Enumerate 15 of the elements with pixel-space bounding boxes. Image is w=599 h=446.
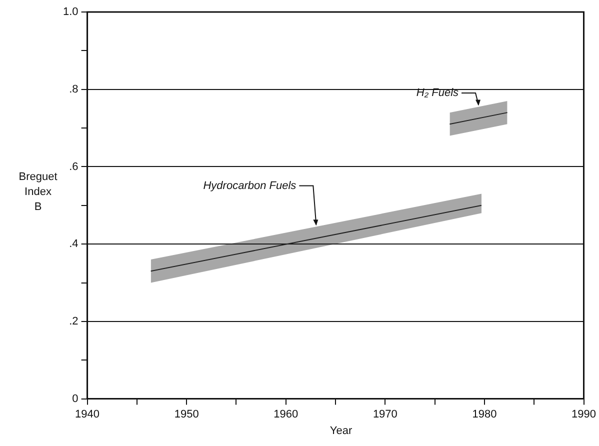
y-axis-title: Breguet Index B — [18, 170, 58, 215]
x-tick-label: 1960 — [274, 408, 298, 420]
text: Hydrocarbon Fuels — [203, 180, 297, 192]
x-tick-label: 1940 — [75, 408, 100, 420]
y-tick-label: 1.0 — [62, 6, 78, 18]
x-axis-title: Year — [328, 425, 354, 437]
y-tick-label: .8 — [69, 83, 78, 96]
x-tick-label: 1950 — [174, 408, 199, 420]
x-tick-label: 1990 — [572, 408, 596, 420]
y-tick-label: 0 — [72, 392, 78, 405]
y-tick-label: .2 — [69, 315, 78, 328]
y-tick-label: .6 — [69, 160, 78, 173]
y-tick-label: .4 — [69, 238, 78, 250]
x-tick-label: 1970 — [372, 408, 398, 420]
x-tick-label: 1980 — [472, 408, 497, 420]
